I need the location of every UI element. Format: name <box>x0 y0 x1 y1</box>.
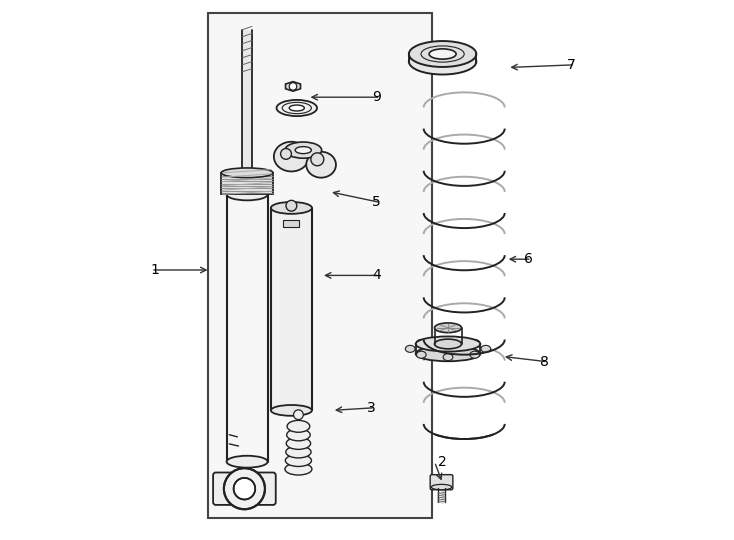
Circle shape <box>280 148 291 159</box>
Ellipse shape <box>432 484 452 490</box>
Ellipse shape <box>227 188 268 200</box>
Ellipse shape <box>435 339 462 349</box>
Polygon shape <box>286 82 300 91</box>
Ellipse shape <box>289 105 305 111</box>
Text: 3: 3 <box>367 401 376 415</box>
Ellipse shape <box>287 429 310 441</box>
Circle shape <box>289 83 297 90</box>
Ellipse shape <box>416 351 426 358</box>
Text: 5: 5 <box>372 195 381 210</box>
Ellipse shape <box>287 420 310 432</box>
Ellipse shape <box>295 146 311 153</box>
Text: 8: 8 <box>539 355 549 369</box>
Ellipse shape <box>409 41 476 67</box>
Ellipse shape <box>481 346 490 352</box>
Ellipse shape <box>409 49 476 75</box>
Ellipse shape <box>435 323 462 333</box>
Ellipse shape <box>221 168 273 178</box>
Ellipse shape <box>443 354 453 361</box>
Ellipse shape <box>285 463 312 475</box>
Text: 6: 6 <box>523 252 532 266</box>
Ellipse shape <box>286 446 311 458</box>
Text: 4: 4 <box>372 268 381 282</box>
Ellipse shape <box>405 346 415 352</box>
Ellipse shape <box>271 405 312 416</box>
Text: 9: 9 <box>372 90 381 104</box>
Ellipse shape <box>286 455 311 467</box>
Ellipse shape <box>271 202 312 214</box>
Ellipse shape <box>470 340 479 347</box>
Bar <box>242 30 252 173</box>
FancyBboxPatch shape <box>213 472 276 505</box>
Bar <box>283 220 299 227</box>
Text: 1: 1 <box>150 263 159 277</box>
Ellipse shape <box>306 152 336 178</box>
Text: 2: 2 <box>438 455 447 469</box>
Ellipse shape <box>416 340 426 347</box>
Text: 7: 7 <box>567 58 575 72</box>
Bar <box>271 208 312 410</box>
Circle shape <box>233 478 255 500</box>
Ellipse shape <box>286 437 310 449</box>
Ellipse shape <box>415 336 480 352</box>
Ellipse shape <box>274 141 309 172</box>
Bar <box>221 173 273 194</box>
Ellipse shape <box>415 346 480 361</box>
Ellipse shape <box>227 456 268 468</box>
Ellipse shape <box>443 337 453 344</box>
Ellipse shape <box>277 100 317 116</box>
Bar <box>208 14 432 518</box>
Circle shape <box>224 468 265 509</box>
Ellipse shape <box>285 142 321 158</box>
Circle shape <box>286 200 297 211</box>
Circle shape <box>294 410 303 420</box>
Ellipse shape <box>470 351 479 358</box>
Ellipse shape <box>429 49 456 59</box>
Circle shape <box>310 153 324 166</box>
FancyBboxPatch shape <box>430 475 453 490</box>
